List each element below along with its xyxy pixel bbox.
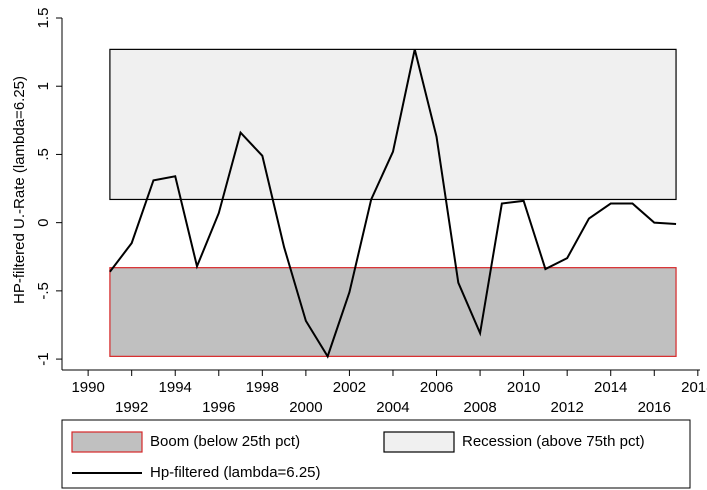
legend-swatch [383,431,455,453]
x-tick-label: 2002 [333,379,366,396]
band [109,267,677,357]
x-tick-label: 1994 [159,379,192,396]
x-tick-label: 2008 [463,399,496,416]
x-tick-label: 2004 [376,399,409,416]
line [109,49,677,359]
y-tick-label: 0 [35,218,52,226]
legend-box [61,419,691,489]
y-tick-label: 1.5 [35,8,52,29]
legend-label: Hp-filtered (lambda=6.25) [150,464,321,481]
y-tick-label: -1 [35,352,52,365]
x-tick-label: 2014 [594,379,627,396]
x-tick-label: 2010 [507,379,540,396]
x-tick-label: 1996 [202,399,235,416]
y-tick-label: .5 [35,148,52,161]
y-axis-label: HP-filtered U.-Rate (lambda=6.25) [11,76,28,304]
x-tick-label: 2006 [420,379,453,396]
band [109,48,677,201]
legend-label: Boom (below 25th pct) [150,433,300,450]
x-tick-label: 2012 [550,399,583,416]
x-tick-label: 2016 [638,399,671,416]
x-tick-label: 1998 [246,379,279,396]
legend-label: Recession (above 75th pct) [462,433,645,450]
x-tick-label: 2000 [289,399,322,416]
x-tick-label: 1992 [115,399,148,416]
legend-swatch [71,431,143,453]
y-tick-label: 1 [35,82,52,90]
x-tick-label: 1990 [71,379,104,396]
x-tick-label: 2018 [681,379,707,396]
y-tick-label: -.5 [35,282,52,300]
